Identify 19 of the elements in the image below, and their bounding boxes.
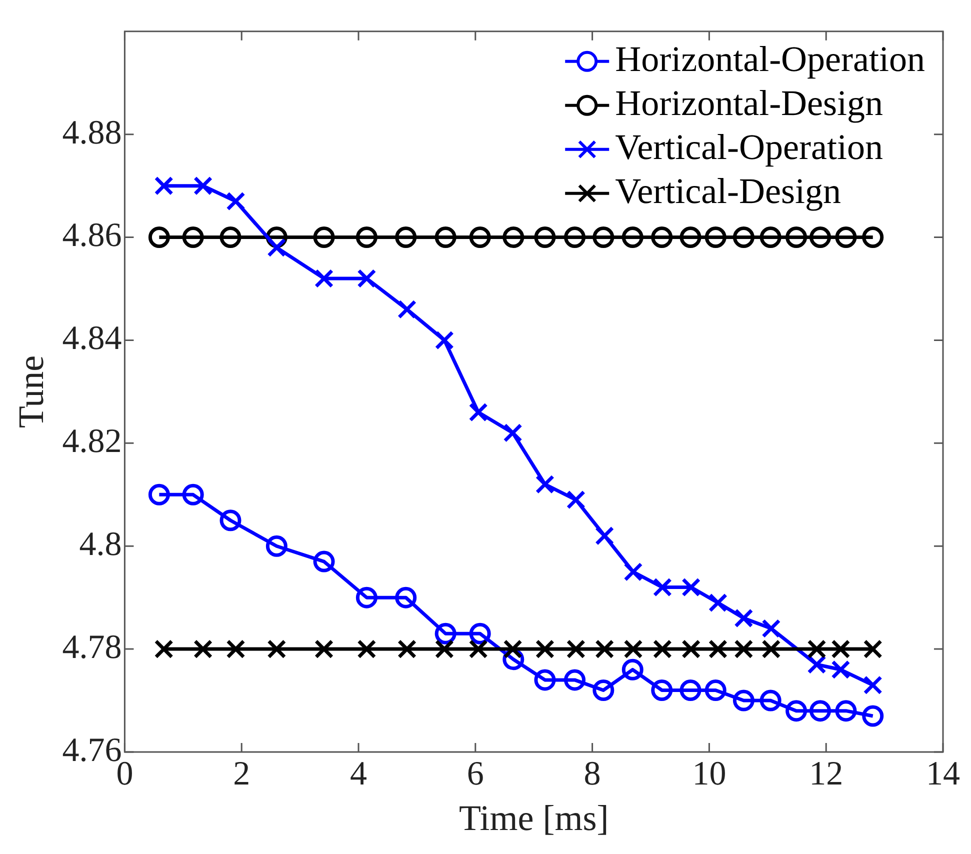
x-tick-label: 2 (233, 755, 250, 792)
y-tick-label: 4.88 (62, 114, 122, 152)
x-axis-title: Time [ms] (459, 798, 609, 838)
y-tick-label: 4.78 (62, 628, 122, 666)
x-tick-label: 14 (926, 755, 960, 792)
x-tick-label: 4 (350, 755, 367, 792)
y-tick-label: 4.84 (62, 320, 122, 358)
legend-label: Vertical-Operation (615, 126, 883, 167)
y-tick-label: 4.8 (79, 526, 122, 564)
y-axis-title: Tune (11, 355, 52, 428)
y-tick-label: 4.82 (62, 423, 122, 460)
legend-label: Horizontal-Design (615, 82, 884, 123)
x-tick-label: 6 (466, 755, 484, 792)
x-tick-label: 12 (809, 755, 844, 792)
y-tick-label: 4.86 (62, 217, 122, 254)
legend-label: Vertical-Design (615, 170, 842, 211)
x-tick-label: 8 (584, 755, 601, 792)
legend-label: Horizontal-Operation (615, 38, 926, 79)
x-tick-label: 10 (692, 755, 726, 792)
